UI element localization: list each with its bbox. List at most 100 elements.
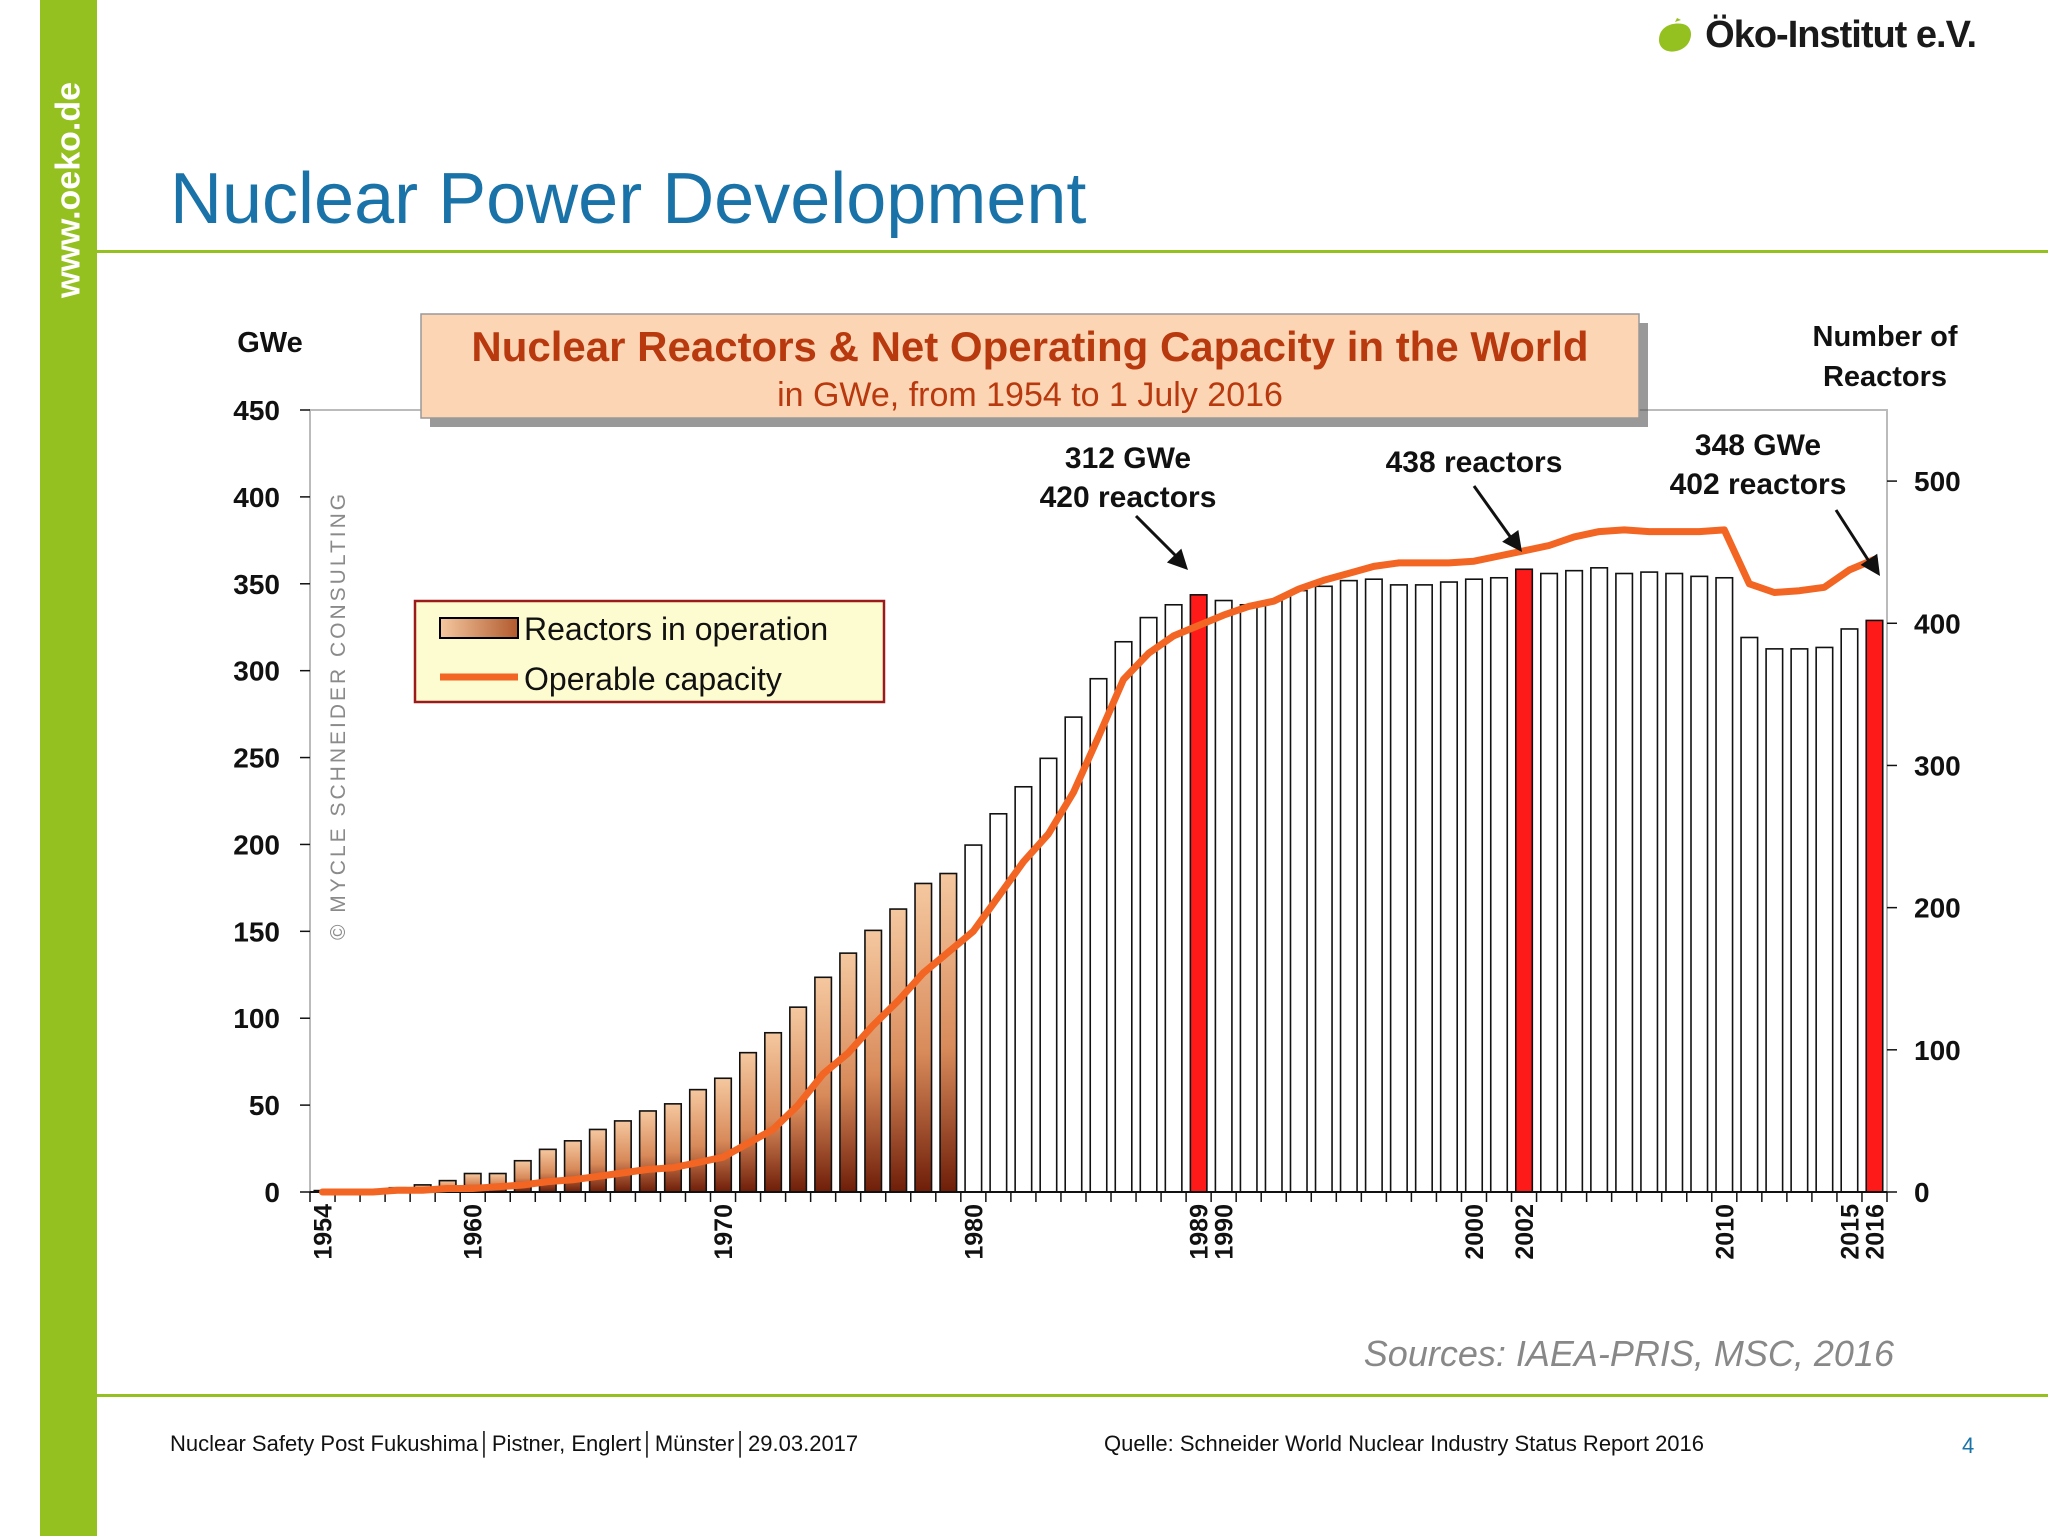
x-tick-label-2010: 2010 (1711, 1204, 1739, 1260)
bar-1970 (713, 1077, 733, 1193)
bar-1999 (1439, 581, 1459, 1193)
x-tick-label-2000: 2000 (1461, 1204, 1489, 1260)
left-tick-label: 100 (233, 1003, 280, 1034)
bar-1998 (1414, 584, 1433, 1193)
x-tick-label-2015: 2015 (1837, 1204, 1865, 1260)
bar-1986 (1114, 640, 1133, 1193)
bar-1995 (1339, 579, 1358, 1193)
annotation-1989: 312 GWe 420 reactors (1040, 442, 1217, 514)
chart-title-box: Nuclear Reactors & Net Operating Capacit… (420, 313, 1648, 427)
annotation-arrow-2016 (1834, 509, 1874, 567)
left-tick-label: 450 (233, 395, 280, 426)
x-ticks (309, 1191, 1888, 1202)
bar-1989 (1189, 594, 1208, 1193)
bar-1978 (914, 882, 933, 1193)
page-number: 4 (1962, 1433, 1975, 1458)
bar-1971 (738, 1051, 758, 1193)
bar-1996 (1364, 578, 1383, 1193)
legend-label-reactors: Reactors in operation (524, 611, 828, 647)
footer-source: Quelle: Schneider World Nuclear Industry… (1104, 1431, 1705, 1456)
right-axis: 0 100 200 300 400 500 (1887, 466, 1961, 1208)
bar-2000 (1464, 578, 1484, 1193)
bar-2010 (1715, 576, 1734, 1193)
bar-1992 (1264, 599, 1283, 1193)
annotation-arrowhead-1989 (1166, 548, 1188, 570)
right-tick-label: 500 (1914, 466, 1961, 497)
chart-subtitle: in GWe, from 1954 to 1 July 2016 (777, 376, 1283, 414)
footer-left: Nuclear Safety Post Fukushima│Pistner, E… (170, 1431, 859, 1456)
page-title: Nuclear Power Development (170, 159, 1087, 239)
bar-1972 (764, 1031, 783, 1193)
bar-1976 (864, 929, 883, 1193)
x-tick-label-2002: 2002 (1511, 1204, 1539, 1260)
bar-2011 (1740, 636, 1759, 1193)
x-tick-label-1970: 1970 (710, 1204, 738, 1260)
brand-sidebar (40, 0, 97, 1536)
bar-2014 (1815, 646, 1834, 1193)
legend: Reactors in operation Operable capacity (413, 599, 886, 704)
bar-1980 (964, 844, 983, 1193)
bar-1967 (638, 1110, 657, 1193)
bar-1964 (563, 1140, 582, 1193)
bar-2007 (1640, 571, 1659, 1193)
chart-source: Sources: IAEA-PRIS, MSC, 2016 (1364, 1333, 1895, 1374)
title-divider (97, 250, 2048, 253)
bar-2001 (1489, 576, 1509, 1193)
bar-2012 (1765, 648, 1784, 1193)
bar-1977 (889, 908, 908, 1193)
left-axis-label: GWe (237, 327, 303, 359)
logo-text: Öko-Institut e.V. (1705, 14, 1977, 56)
bar-1969 (688, 1088, 708, 1193)
annotation-arrowhead-2002 (1502, 529, 1522, 552)
watermark: © MYCLE SCHNEIDER CONSULTING (327, 491, 350, 940)
annotation-2016: 348 GWe 402 reactors (1670, 429, 1847, 501)
right-tick-label: 400 (1914, 608, 1961, 639)
left-tick-label: 200 (233, 829, 280, 860)
bar-2002 (1514, 568, 1534, 1193)
oeko-logo: Öko-Institut e.V. (1655, 14, 1977, 57)
left-tick-label: 350 (233, 569, 280, 600)
left-tick-label: 0 (264, 1177, 280, 1208)
bar-1982 (1014, 785, 1033, 1193)
footer-divider (97, 1394, 2048, 1397)
bar-2013 (1790, 648, 1809, 1193)
bar-2004 (1565, 569, 1584, 1193)
left-tick-label: 150 (233, 916, 280, 947)
left-tick-label: 250 (233, 743, 280, 774)
bar-1965 (588, 1128, 607, 1193)
bar-1988 (1164, 603, 1183, 1193)
right-tick-label: 0 (1914, 1177, 1930, 1208)
bar-2016 (1865, 619, 1884, 1193)
left-tick-label: 300 (233, 656, 280, 687)
bar-1994 (1314, 585, 1333, 1193)
annotation-arrowhead-2016 (1860, 553, 1880, 576)
x-tick-label-2016: 2016 (1862, 1204, 1890, 1260)
bar-1981 (989, 812, 1008, 1193)
bar-2009 (1690, 575, 1709, 1193)
right-tick-label: 300 (1914, 750, 1961, 781)
bar-2008 (1665, 572, 1684, 1193)
bar-1966 (613, 1120, 632, 1193)
x-tick-label-1990: 1990 (1211, 1204, 1239, 1260)
bar-1979 (939, 872, 958, 1193)
bar-1997 (1389, 584, 1408, 1193)
bar-1990 (1214, 599, 1233, 1193)
annotations: 312 GWe 420 reactors 438 reactors 348 GWe 40… (1040, 429, 1880, 576)
bar-2015 (1840, 628, 1859, 1193)
chart-title: Nuclear Reactors & Net Operating Capacit… (471, 323, 1588, 370)
x-tick-label-1960: 1960 (460, 1204, 488, 1260)
right-tick-label: 200 (1914, 893, 1961, 924)
bar-2005 (1590, 567, 1609, 1193)
bar-1975 (839, 952, 858, 1193)
reactor-bars (313, 567, 1884, 1193)
leaf-icon (1659, 17, 1692, 52)
annotation-arrow-1989 (1134, 514, 1182, 562)
bar-2006 (1615, 572, 1634, 1193)
legend-bar-swatch (439, 617, 519, 639)
bar-1968 (663, 1103, 683, 1193)
annotation-2002: 438 reactors (1386, 446, 1563, 479)
bar-2003 (1540, 572, 1559, 1193)
x-tick-label-1954: 1954 (310, 1204, 338, 1260)
capacity-line (319, 526, 1878, 1196)
right-axis-label: Number of Reactors (1813, 321, 1958, 393)
